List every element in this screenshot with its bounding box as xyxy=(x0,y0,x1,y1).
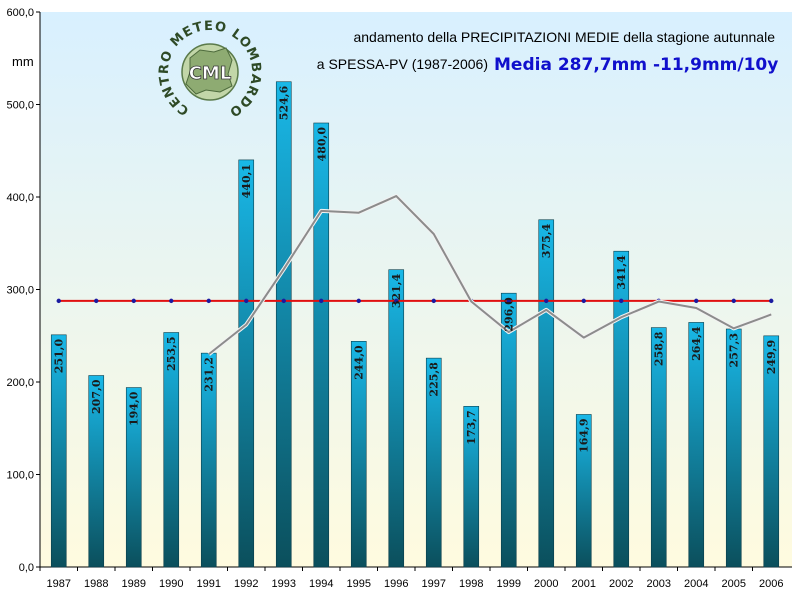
plot-area-background xyxy=(40,12,792,567)
x-tick-label: 1997 xyxy=(422,578,446,590)
mean-marker xyxy=(544,298,549,304)
mean-marker xyxy=(394,298,399,304)
bar-1987 xyxy=(50,334,67,568)
bar-1996 xyxy=(388,269,405,568)
mean-marker xyxy=(731,298,736,304)
mean-marker xyxy=(319,298,324,304)
x-tick-label: 1988 xyxy=(84,578,108,590)
y-tick-label: 300,0 xyxy=(6,285,34,297)
y-tick-label: 100,0 xyxy=(6,470,34,482)
bar-2002 xyxy=(613,250,630,568)
bar-value-label: 264,4 xyxy=(690,326,703,361)
axis-ticks: 0,0 100,0 200,0 300,0 400,0 500,0 600,0 1987 198… xyxy=(6,7,783,590)
mean-marker xyxy=(431,298,436,304)
moving-average-line xyxy=(208,195,772,356)
bar-value-label: 194,0 xyxy=(128,391,141,426)
mean-marker xyxy=(356,298,361,304)
x-tick-label: 2003 xyxy=(647,578,671,590)
mean-marker xyxy=(619,298,624,304)
mean-marker xyxy=(506,298,511,304)
bar-value-label: 244,0 xyxy=(353,345,366,380)
x-tick-label: 1990 xyxy=(159,578,183,590)
y-tick-label: 200,0 xyxy=(6,377,34,389)
x-tick-label: 2005 xyxy=(722,578,746,590)
x-tick-label: 1993 xyxy=(272,578,296,590)
bar-value-label: 524,6 xyxy=(278,85,291,120)
bar-1989 xyxy=(125,387,142,568)
bar-value-label: 341,4 xyxy=(615,255,628,290)
bar-1995 xyxy=(350,340,367,568)
bar-1994 xyxy=(313,122,330,568)
x-tick-label: 2002 xyxy=(609,578,633,590)
mean-marker xyxy=(169,298,174,304)
x-tick-label: 1994 xyxy=(309,578,333,590)
chart-mean-summary: Media 287,7mm -11,9mm/10y xyxy=(494,55,778,75)
line-series xyxy=(56,194,774,356)
bar-1999 xyxy=(500,292,517,568)
x-tick-label: 2006 xyxy=(759,578,783,590)
x-tick-label: 1987 xyxy=(47,578,71,590)
mean-marker xyxy=(206,298,211,304)
bar-value-label: 440,1 xyxy=(240,164,253,198)
x-tick-label: 2000 xyxy=(534,578,558,590)
x-tick-label: 2004 xyxy=(684,578,708,590)
x-tick-label: 2001 xyxy=(572,578,596,590)
y-axis-unit: mm xyxy=(12,54,34,69)
bar-2004 xyxy=(688,322,705,568)
mean-marker xyxy=(694,298,699,304)
bar-value-label: 257,3 xyxy=(728,333,741,367)
x-tick-label: 1996 xyxy=(384,578,408,590)
x-tick-label: 1991 xyxy=(197,578,221,590)
bar-value-label: 253,5 xyxy=(165,337,178,371)
bar-1998 xyxy=(463,406,480,568)
x-tick-label: 1989 xyxy=(122,578,146,590)
bar-value-label: 375,4 xyxy=(540,223,553,258)
bar-series xyxy=(50,81,780,568)
bar-1992 xyxy=(238,159,255,568)
bar-1997 xyxy=(425,357,442,568)
bar-value-label: 225,8 xyxy=(428,362,441,397)
chart-title: andamento della PRECIPITAZIONI MEDIE del… xyxy=(353,29,775,45)
mean-marker xyxy=(131,298,136,304)
mean-marker xyxy=(94,298,99,304)
x-tick-label: 1995 xyxy=(347,578,371,590)
x-tick-label: 1999 xyxy=(497,578,521,590)
bar-2001 xyxy=(575,414,592,568)
chart-subtitle: a SPESSA-PV (1987-2006) xyxy=(317,56,488,72)
y-tick-label: 500,0 xyxy=(6,100,34,112)
bar-value-label: 258,8 xyxy=(653,331,666,366)
bar-value-label: 321,4 xyxy=(390,273,403,308)
bar-2000 xyxy=(538,219,555,568)
bar-1988 xyxy=(88,375,105,568)
mean-marker xyxy=(281,298,286,304)
bar-value-label: 480,0 xyxy=(315,127,328,162)
x-tick-label: 1998 xyxy=(459,578,483,590)
y-tick-label: 0,0 xyxy=(19,562,34,574)
logo-lombardy-shape xyxy=(185,47,233,95)
bar-value-label: 249,9 xyxy=(765,340,778,374)
x-tick-label: 1992 xyxy=(234,578,258,590)
logo-center-text: CML xyxy=(189,63,232,84)
bar-value-label: 231,2 xyxy=(203,357,216,391)
bar-value-label: 164,9 xyxy=(578,418,591,452)
data-labels: 251,0 207,0 194,0 253,5 231,2 440,1 524,6 480,0… xyxy=(53,85,779,453)
bar-value-label: 296,0 xyxy=(503,297,516,332)
mean-marker xyxy=(581,298,586,304)
bar-1990 xyxy=(163,332,180,568)
bar-value-label: 251,0 xyxy=(53,338,66,373)
y-tick-label: 400,0 xyxy=(6,192,34,204)
bar-1993 xyxy=(275,81,292,568)
mean-marker xyxy=(769,298,774,304)
y-tick-label: 600,0 xyxy=(6,7,34,19)
bar-value-label: 207,0 xyxy=(90,379,103,414)
mean-marker xyxy=(56,298,61,304)
bar-2006 xyxy=(763,335,780,568)
bar-value-label: 173,7 xyxy=(465,410,478,444)
bar-2003 xyxy=(650,327,667,568)
mean-marker xyxy=(244,298,249,304)
